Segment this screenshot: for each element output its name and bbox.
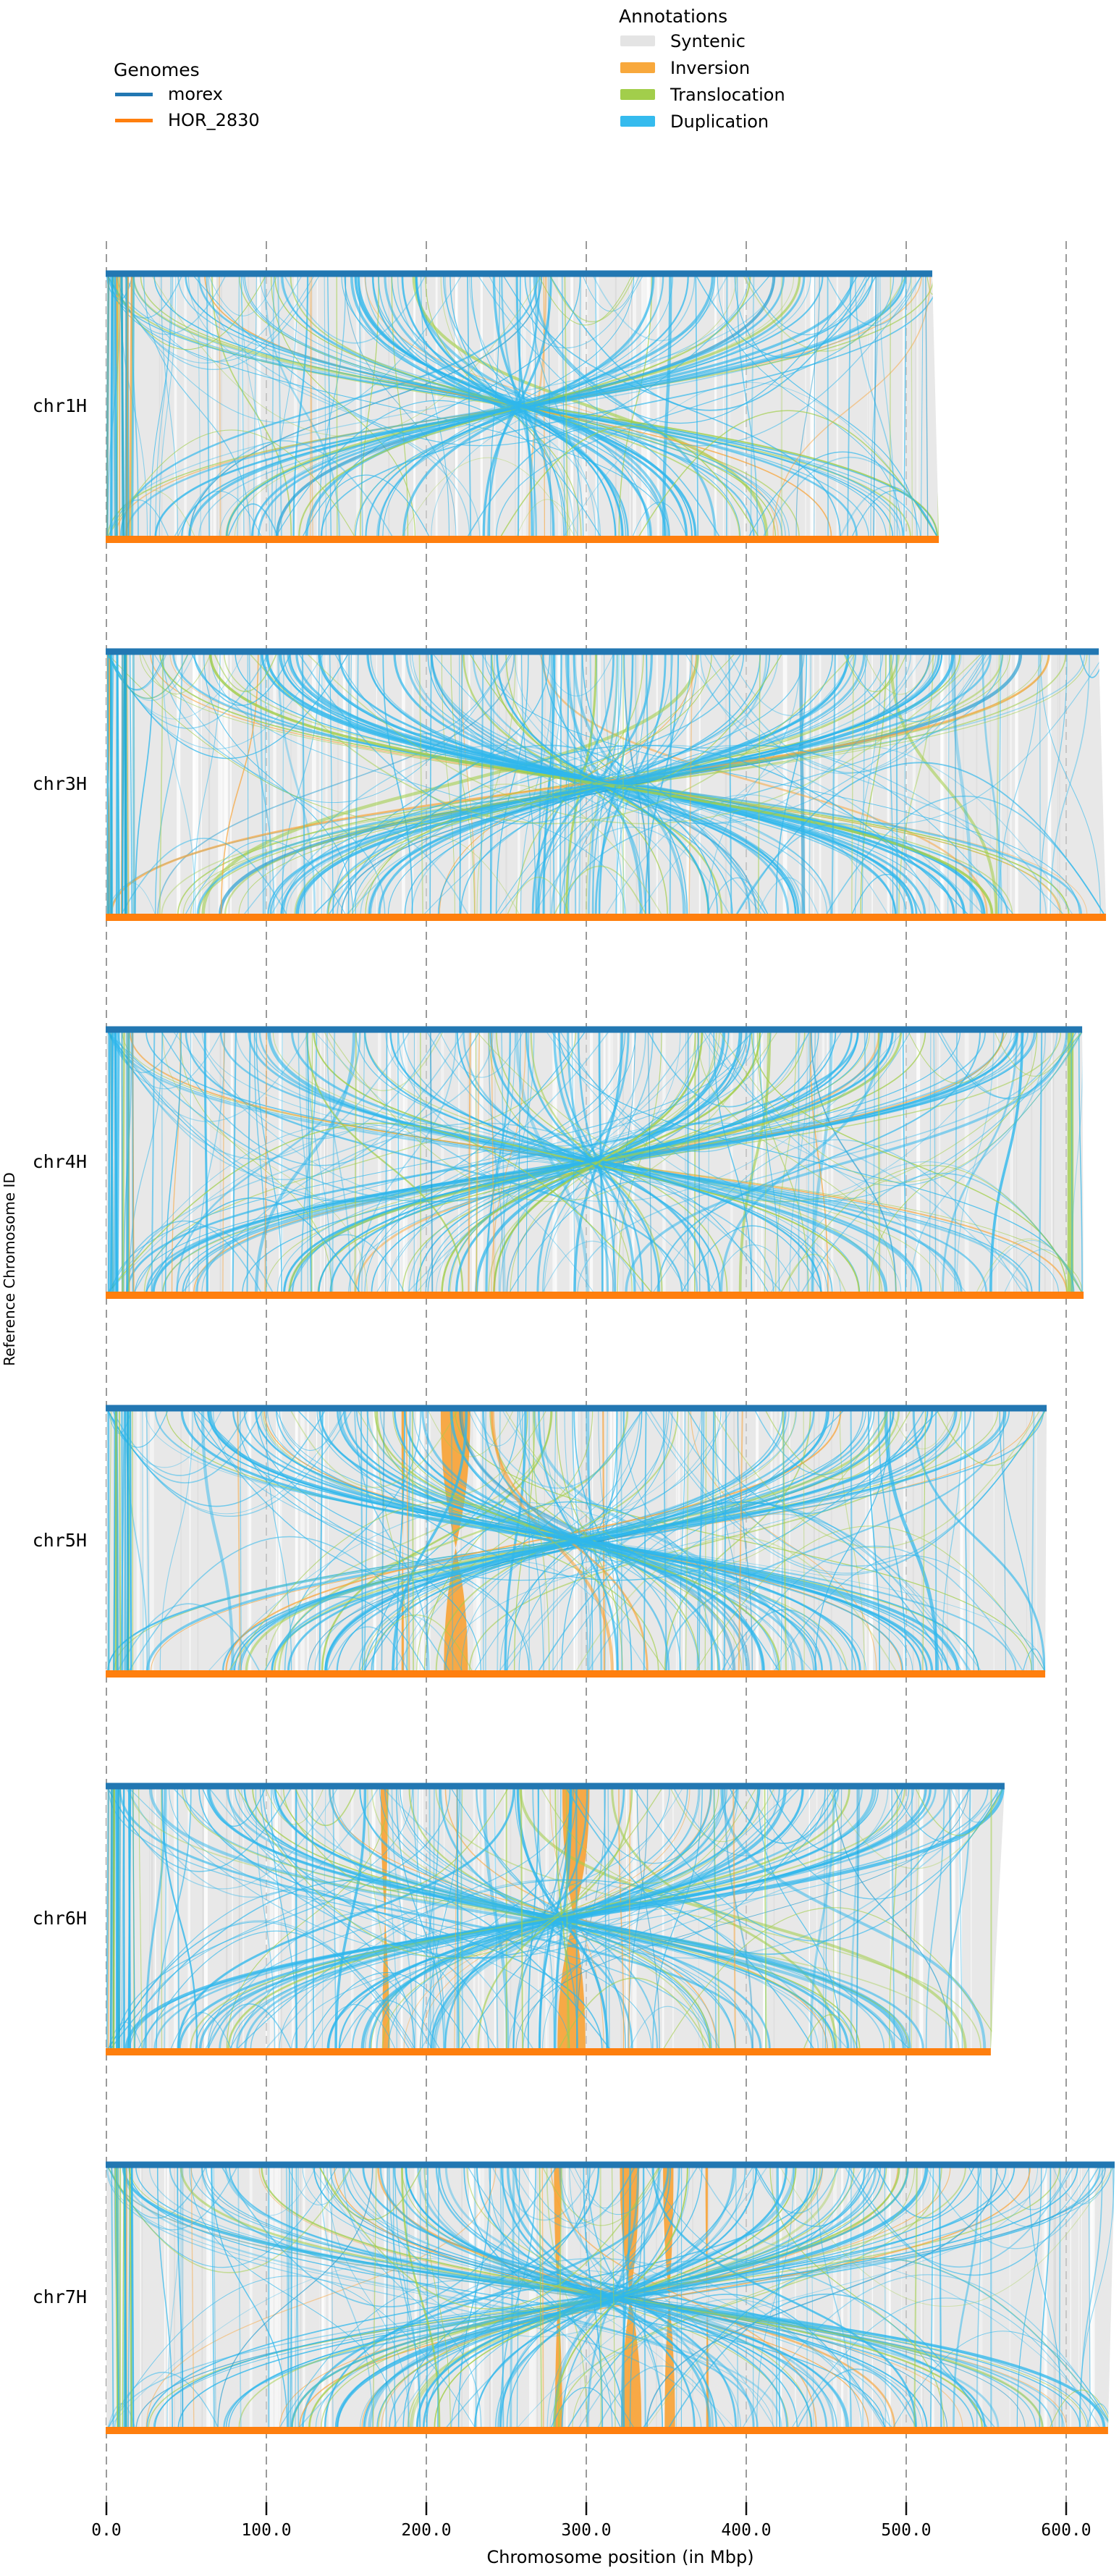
x-tick-label: 400.0 [721, 2521, 772, 2540]
legend-label: Inversion [670, 57, 751, 78]
x-tick-label: 100.0 [241, 2521, 292, 2540]
chromosome-label-chr5H: chr5H [32, 1529, 87, 1551]
genomes-legend-title: Genomes [114, 59, 200, 80]
x-axis-label: Chromosome position (in Mbp) [486, 2547, 754, 2567]
annotations-legend: Annotations Syntenic Inversion Translocati… [619, 6, 785, 135]
legend-label: Syntenic [670, 30, 746, 51]
sv-ribbons [106, 654, 1105, 915]
legend-label: Translocation [670, 84, 785, 105]
genomes-legend-items: morex HOR_2830 [114, 81, 260, 133]
sv-ribbons [107, 1032, 1084, 1293]
legend-label: HOR_2830 [168, 110, 260, 130]
synteny-panel-chr6H [106, 1782, 1005, 2055]
legend-item-duplication: Duplication [619, 108, 785, 135]
legend-swatch [620, 62, 655, 73]
x-tick-label: 200.0 [401, 2521, 452, 2540]
legend-item-hor_2830: HOR_2830 [114, 107, 260, 133]
legend-swatch [115, 92, 153, 96]
synteny-panel-chr7H [106, 2161, 1115, 2434]
legend-item-translocation: Translocation [619, 81, 785, 108]
legend-item-inversion: Inversion [619, 54, 785, 81]
sv-ribbons [106, 276, 939, 537]
chromosome-label-chr4H: chr4H [32, 1150, 87, 1172]
legend-swatch [620, 35, 655, 46]
chromosome-label-chr3H: chr3H [32, 773, 87, 794]
chromosome-label-chr6H: chr6H [32, 1907, 87, 1929]
legend-item-syntenic: Syntenic [619, 28, 785, 54]
synteny-panel-chr4H [106, 1026, 1084, 1299]
synteny-panel-chr3H [106, 648, 1107, 921]
x-tick-label: 0.0 [91, 2521, 122, 2540]
synteny-panel-chr5H [106, 1405, 1047, 1678]
sv-ribbons [106, 2167, 1115, 2428]
legend-label: morex [168, 84, 223, 104]
x-tick-label: 300.0 [561, 2521, 612, 2540]
legend-item-morex: morex [114, 81, 260, 107]
legend-swatch [620, 116, 655, 127]
genomes-legend: Genomes morex HOR_2830 [114, 59, 260, 133]
synteny-panel-chr1H [106, 270, 939, 543]
chromosome-label-chr1H: chr1H [32, 395, 87, 416]
sv-ribbons [107, 1410, 1046, 1672]
x-tick-label: 600.0 [1041, 2521, 1091, 2540]
annotations-legend-items: Syntenic Inversion Translocation Duplicatio… [619, 28, 785, 135]
legend-swatch [620, 89, 655, 100]
inversion-ribbon [554, 2167, 562, 2428]
chromosome-label-chr7H: chr7H [32, 2286, 87, 2307]
legend-swatch [115, 118, 153, 122]
x-tick-label: 500.0 [881, 2521, 932, 2540]
sv-ribbons [106, 1788, 1005, 2050]
legend-label: Duplication [670, 111, 769, 132]
inversion-ribbon [705, 2167, 709, 2428]
annotations-legend-title: Annotations [619, 6, 728, 27]
